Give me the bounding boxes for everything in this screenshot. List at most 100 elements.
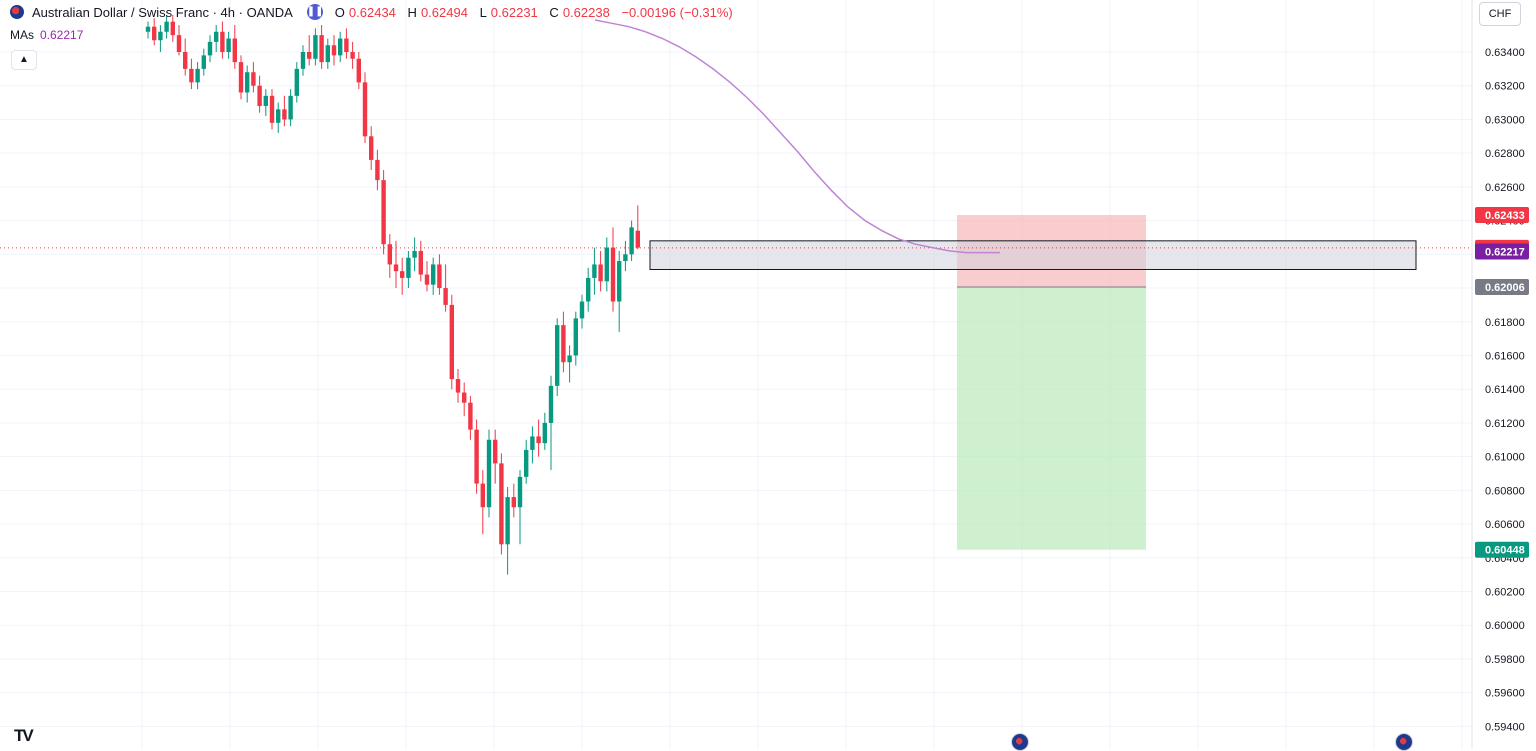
price-tag-background: [1475, 279, 1529, 296]
candle-body: [431, 264, 436, 285]
price-tick-label: 0.63000: [1485, 114, 1525, 126]
take-profit-zone: [957, 287, 1146, 550]
aud-chf-flag-icon: [10, 5, 24, 19]
candle-body: [207, 41, 213, 56]
candle-body: [294, 68, 299, 96]
candle-body: [313, 35, 318, 59]
candlesticks: [145, 14, 640, 575]
candle-body: [486, 439, 492, 508]
candle-body: [462, 392, 467, 403]
candle-body: [400, 271, 405, 278]
candle-body: [214, 31, 219, 42]
candle-body: [592, 264, 597, 278]
candle-body: [269, 95, 275, 123]
low-label: L: [479, 4, 487, 20]
candle-body: [586, 277, 591, 302]
trade-zones: [0, 215, 1472, 550]
symbol-title[interactable]: Australian Dollar / Swiss Franc · 4h · O…: [32, 4, 293, 20]
candle-body: [412, 250, 417, 258]
candle-body: [145, 26, 151, 32]
price-tick-label: 0.62600: [1485, 182, 1525, 194]
candle-body: [257, 85, 262, 106]
high-label: H: [407, 4, 417, 20]
candle-body: [170, 21, 175, 36]
candle-body: [189, 68, 194, 83]
price-axis[interactable]: 0.63400 0.63200 0.63000 0.62800 0.62600 0.624…: [1471, 0, 1529, 749]
candle-body: [356, 58, 361, 83]
candle-body: [263, 95, 268, 106]
candle-body: [579, 301, 585, 319]
ohlc-values: O 0.62434 H 0.62494 L 0.62231 C 0.62238 −0.0…: [335, 5, 737, 20]
price-tag-background: [1475, 541, 1529, 558]
candle-body: [610, 247, 616, 302]
price-tag: 0.60448: [1475, 541, 1529, 558]
candle-body: [548, 385, 554, 423]
candle-body: [251, 72, 256, 86]
candle-body: [474, 429, 479, 484]
price-tag: 0.62217: [1475, 243, 1529, 260]
candle-body: [300, 52, 306, 69]
price-tick-label: 0.63400: [1485, 47, 1525, 59]
pause-icon[interactable]: ❚❚: [306, 4, 324, 20]
low-value: 0.62231: [490, 4, 538, 20]
collapse-legend-button[interactable]: ▲: [11, 50, 37, 70]
price-tick-label: 0.60800: [1485, 485, 1525, 497]
price-tick-label: 0.61400: [1485, 384, 1525, 396]
close-value: 0.62238: [562, 4, 610, 20]
tradingview-logo[interactable]: TV: [14, 726, 34, 745]
chevron-up-icon: ▲: [19, 54, 29, 65]
candle-body: [220, 31, 225, 52]
currency-button[interactable]: CHF: [1479, 2, 1521, 26]
candle-body: [635, 230, 640, 248]
price-tick-label: 0.61800: [1485, 317, 1525, 329]
candle-body: [344, 38, 349, 52]
candle-body: [369, 136, 374, 160]
candle-body: [152, 26, 157, 41]
price-tick-label: 0.60600: [1485, 519, 1525, 531]
candle-body: [288, 95, 293, 120]
event-flag-icon[interactable]: [1395, 733, 1413, 751]
candle-body: [567, 355, 572, 363]
moving-average-path: [594, 19, 1000, 254]
candle-body: [226, 38, 231, 52]
price-tag-label: 0.62217: [1485, 246, 1525, 258]
candle-body: [629, 227, 634, 255]
price-tick-label: 0.61200: [1485, 418, 1525, 430]
candle-body: [536, 436, 541, 444]
indicator-name: MAs: [10, 28, 34, 42]
candle-body: [276, 109, 281, 123]
candle-body: [443, 288, 448, 305]
candle-body: [499, 463, 504, 545]
price-tick-label: 0.61600: [1485, 350, 1525, 362]
candle-body: [201, 55, 206, 69]
candle-body: [449, 304, 454, 380]
candle-body: [232, 38, 237, 63]
candle-body: [393, 264, 399, 272]
candle-body: [375, 159, 380, 181]
candle-body: [455, 379, 461, 393]
price-tag-label: 0.60448: [1485, 545, 1525, 557]
price-tag: 0.62006: [1475, 279, 1529, 296]
candle-body: [511, 497, 516, 508]
candle-body: [480, 483, 485, 508]
candle-body: [561, 325, 566, 363]
candle-body: [530, 436, 535, 450]
indicator-legend[interactable]: MAs 0.62217: [10, 28, 83, 42]
chart-grid: [0, 0, 1472, 749]
event-flag-icon[interactable]: [1011, 733, 1029, 751]
candle-body: [325, 45, 330, 63]
candle-body: [418, 250, 423, 275]
price-tag-label: 0.62433: [1485, 210, 1525, 222]
price-tag-background: [1475, 243, 1529, 260]
candle-body: [282, 109, 287, 120]
candle-body: [362, 82, 368, 137]
candle-body: [164, 21, 169, 32]
change-value: −0.00196 (−0.31%): [621, 4, 733, 20]
candle-body: [195, 68, 200, 83]
candle-body: [183, 52, 188, 69]
indicator-value: 0.62217: [40, 28, 84, 42]
candle-body: [524, 449, 529, 477]
price-tick-label: 0.60000: [1485, 620, 1525, 632]
open-label: O: [334, 4, 345, 20]
